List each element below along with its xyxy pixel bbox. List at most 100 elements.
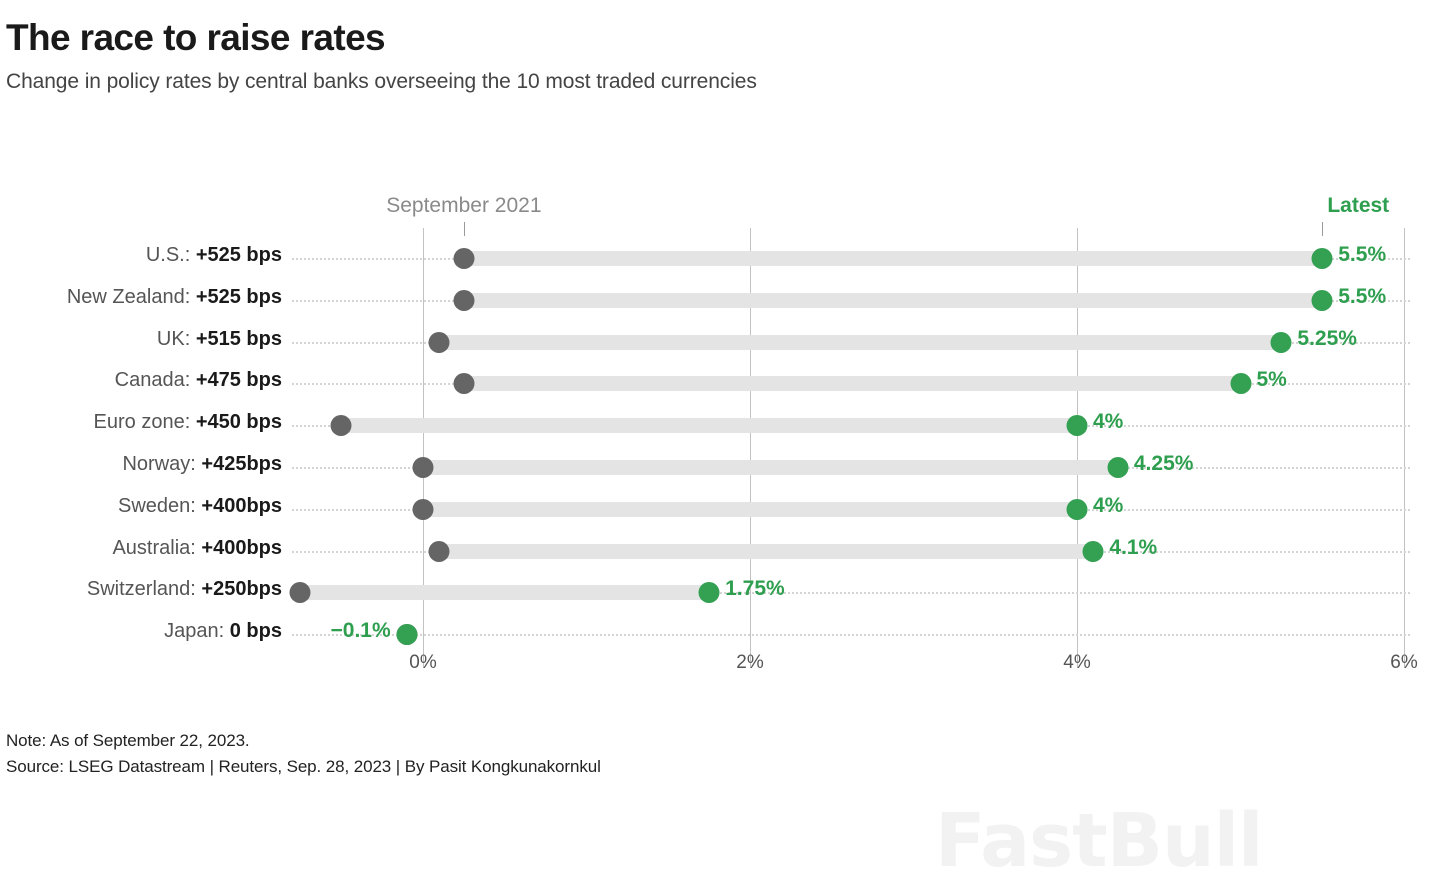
- row-label-new-zealand: New Zealand: +525 bps: [67, 286, 282, 309]
- start-value-dot[interactable]: [453, 248, 475, 269]
- row-country-name: Australia:: [112, 536, 202, 559]
- chart-row: Japan: 0 bps −0.1%: [0, 614, 1440, 656]
- row-change-value: +525 bps: [195, 285, 282, 308]
- column-header-latest: Latest: [1327, 194, 1390, 217]
- row-label-japan: Japan: 0 bps: [164, 620, 282, 643]
- latest-value-dot[interactable]: [1107, 457, 1129, 478]
- row-range-band: [463, 376, 1241, 392]
- row-change-value: +450 bps: [195, 411, 282, 434]
- row-label-switzerland: Switzerland: +250bps: [87, 578, 282, 601]
- row-label-norway: Norway: +425bps: [122, 453, 282, 476]
- row-country-name: UK:: [156, 327, 196, 350]
- gridline-4%: [1077, 228, 1078, 668]
- latest-value-label: 5%: [1256, 368, 1287, 392]
- row-label-euro-zone: Euro zone: +450 bps: [94, 411, 282, 434]
- column-header-tick-start: [463, 222, 465, 236]
- row-range-band: [341, 418, 1077, 434]
- chart-row: Switzerland: +250bps 1.75%: [0, 572, 1440, 614]
- chart-row: New Zealand: +525 bps 5.5%: [0, 280, 1440, 322]
- chart-row: U.S.: +525 bps 5.5%: [0, 238, 1440, 280]
- start-value-dot[interactable]: [453, 373, 475, 395]
- row-range-band: [439, 334, 1282, 350]
- latest-value-dot[interactable]: [1066, 498, 1088, 520]
- start-value-dot[interactable]: [428, 331, 450, 353]
- row-dotted-guide: [292, 592, 1410, 595]
- row-label-canada: Canada: +475 bps: [115, 369, 282, 392]
- latest-value-label: 5.25%: [1297, 326, 1357, 350]
- row-country-name: U.S.:: [145, 244, 196, 266]
- latest-value-dot[interactable]: [396, 624, 418, 646]
- start-value-dot[interactable]: [428, 540, 450, 562]
- latest-value-label: 1.75%: [725, 577, 785, 601]
- row-country-name: New Zealand:: [66, 285, 196, 308]
- footer-note: Note: As of September 22, 2023.: [6, 731, 250, 750]
- row-range-band: [463, 251, 1323, 266]
- gridline-6%: [1404, 228, 1405, 668]
- fastbull-watermark: FastBull: [935, 798, 1263, 884]
- chart-header: The race to raise rates Change in policy…: [0, 0, 1440, 94]
- column-header-september-2021: September 2021: [386, 194, 542, 217]
- row-range-band: [463, 292, 1323, 308]
- column-header-tick-latest: [1322, 222, 1324, 236]
- row-dotted-guide: [292, 634, 1410, 637]
- chart-row: Norway: +425bps 4.25%: [0, 447, 1440, 489]
- latest-value-dot[interactable]: [1082, 540, 1104, 562]
- chart-row: Sweden: +400bps 4%: [0, 489, 1440, 531]
- row-change-value: +525 bps: [195, 244, 282, 266]
- gridline-0%: [423, 228, 424, 668]
- x-axis-tick-label: 4%: [1063, 652, 1091, 673]
- latest-value-label: −0.1%: [330, 619, 391, 643]
- chart-plot-wrapper: FastBull 0% 2% 4% 6% September 2021 Latest U.S…: [0, 180, 1440, 884]
- chart-row: Canada: +475 bps 5%: [0, 363, 1440, 405]
- x-axis-tick-label: 6%: [1390, 652, 1418, 673]
- row-change-value: +475 bps: [195, 369, 282, 392]
- start-value-dot[interactable]: [289, 582, 311, 604]
- row-country-name: Euro zone:: [93, 411, 196, 434]
- chart-row: Australia: +400bps 4.1%: [0, 531, 1440, 573]
- latest-value-label: 4%: [1093, 410, 1124, 434]
- gridline-2%: [750, 228, 751, 668]
- row-label-sweden: Sweden: +400bps: [118, 495, 282, 518]
- latest-value-dot[interactable]: [1311, 289, 1333, 311]
- row-label-australia: Australia: +400bps: [112, 537, 282, 560]
- start-value-dot[interactable]: [453, 289, 475, 311]
- row-range-band: [439, 543, 1094, 559]
- footer-source: Source: LSEG Datastream | Reuters, Sep. …: [6, 757, 601, 777]
- chart-footer: Note: As of September 22, 2023. Source: …: [6, 728, 1006, 781]
- latest-value-label: 4.1%: [1109, 535, 1158, 559]
- latest-value-label: 5.5%: [1338, 284, 1387, 308]
- row-range-band: [423, 460, 1118, 475]
- row-country-name: Switzerland:: [86, 578, 202, 601]
- latest-value-dot[interactable]: [1066, 415, 1088, 437]
- chart-row: Euro zone: +450 bps 4%: [0, 405, 1440, 447]
- latest-value-label: 5.5%: [1338, 243, 1387, 266]
- start-value-dot[interactable]: [412, 498, 434, 520]
- page-title: The race to raise rates: [6, 17, 386, 58]
- row-change-value: +425bps: [201, 453, 282, 475]
- row-change-value: +250bps: [201, 578, 282, 601]
- page-subtitle: Change in policy rates by central banks …: [6, 69, 757, 93]
- latest-value-label: 4%: [1093, 493, 1124, 517]
- start-value-dot[interactable]: [412, 457, 434, 478]
- row-change-value: +515 bps: [195, 327, 282, 350]
- row-country-name: Sweden:: [118, 494, 202, 517]
- chart-row: UK: +515 bps 5.25%: [0, 322, 1440, 364]
- row-change-value: +400bps: [201, 536, 282, 559]
- start-value-dot[interactable]: [330, 415, 352, 437]
- latest-value-dot[interactable]: [1270, 331, 1292, 353]
- row-change-value: 0 bps: [229, 620, 282, 643]
- row-country-name: Japan:: [164, 620, 230, 643]
- row-country-name: Canada:: [114, 369, 196, 392]
- latest-value-dot[interactable]: [698, 582, 720, 604]
- x-axis-tick-label: 0%: [409, 652, 437, 673]
- row-label-u-s: U.S.: +525 bps: [146, 244, 282, 267]
- row-range-band: [300, 585, 710, 601]
- row-label-uk: UK: +515 bps: [157, 328, 282, 351]
- row-range-band: [423, 501, 1077, 517]
- row-change-value: +400bps: [201, 494, 282, 517]
- x-axis-tick-label: 2%: [736, 652, 764, 673]
- row-country-name: Norway:: [122, 453, 202, 475]
- chart-plot-area: 0% 2% 4% 6% September 2021 Latest U.S.: +525 b…: [0, 180, 1440, 700]
- latest-value-dot[interactable]: [1230, 373, 1251, 395]
- latest-value-dot[interactable]: [1311, 248, 1333, 269]
